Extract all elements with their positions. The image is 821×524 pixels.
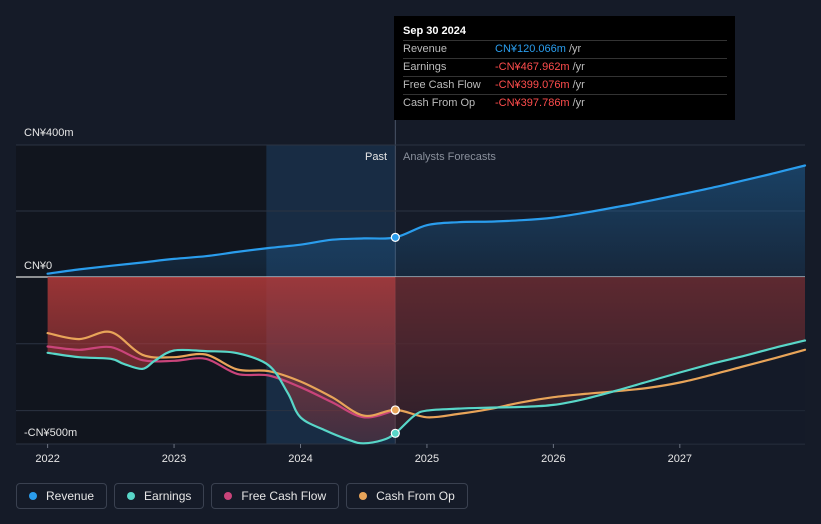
series-line-free-cash-flow	[46, 345, 397, 419]
tooltip-value: -CN¥399.076m	[495, 79, 570, 91]
legend-item-cash-from-op[interactable]: Cash From Op	[346, 483, 468, 509]
tooltip-row-cash-from-op: Cash From Op -CN¥397.786m /yr	[403, 95, 727, 112]
legend-dot-icon	[359, 492, 368, 500]
tooltip-unit: /yr	[572, 79, 585, 91]
legend-label: Revenue	[46, 489, 95, 503]
tooltip-label: Earnings	[403, 61, 447, 73]
marker-revenue	[390, 232, 400, 242]
series-line-earnings	[46, 339, 807, 445]
tooltip-row-revenue: Revenue CN¥120.066m /yr	[403, 41, 727, 59]
tooltip-label: Free Cash Flow	[403, 79, 481, 91]
past-label: Past	[365, 151, 387, 163]
x-tick-label: 2027	[668, 453, 692, 465]
tooltip-value: -CN¥397.786m	[495, 97, 570, 109]
tooltip-row-free-cash-flow: Free Cash Flow -CN¥399.076m /yr	[403, 77, 727, 95]
tooltip-label: Cash From Op	[403, 97, 476, 109]
tooltip-date: Sep 30 2024	[403, 24, 727, 41]
legend-dot-icon	[29, 492, 37, 500]
tooltip-value: -CN¥467.962m	[495, 61, 570, 73]
x-tick-label: 2025	[415, 453, 439, 465]
legend-dot-icon	[127, 492, 136, 500]
legend-label: Free Cash Flow	[241, 489, 327, 503]
tooltip-unit: /yr	[568, 43, 582, 55]
x-tick-label: 2022	[35, 453, 59, 465]
tooltip-unit: /yr	[572, 61, 585, 73]
x-tick-label: 2024	[288, 453, 312, 465]
y-tick-label-top: CN¥400m	[24, 127, 74, 139]
legend-label: Earnings	[144, 489, 192, 503]
forecast-label: Analysts Forecasts	[403, 151, 496, 163]
tooltip-unit: /yr	[572, 97, 585, 109]
marker-earnings	[390, 428, 400, 438]
legend-item-free-cash-flow[interactable]: Free Cash Flow	[211, 483, 340, 509]
series-line-revenue	[46, 164, 807, 275]
legend: Revenue Earnings Free Cash Flow Cash Fro…	[16, 483, 468, 509]
y-tick-label-bottom: -CN¥500m	[24, 427, 77, 439]
revenue-area	[47, 165, 806, 277]
tooltip-row-earnings: Earnings -CN¥467.962m /yr	[403, 59, 727, 77]
legend-label: Cash From Op	[376, 489, 455, 503]
y-tick-label-zero: CN¥0	[24, 260, 52, 272]
series-line-cash-from-op	[46, 330, 807, 419]
marker-cash-from-op	[390, 405, 400, 415]
tooltip-label: Revenue	[403, 43, 448, 55]
x-tick-label: 2026	[541, 453, 565, 465]
tooltip-value: CN¥120.066m	[495, 43, 566, 55]
legend-dot-icon	[224, 492, 233, 500]
legend-item-earnings[interactable]: Earnings	[114, 483, 205, 509]
x-tick-label: 2023	[162, 453, 186, 465]
tooltip: Sep 30 2024 Revenue CN¥120.066m /yr Earn…	[394, 16, 735, 120]
forecast-shade	[395, 277, 805, 444]
legend-item-revenue[interactable]: Revenue	[16, 483, 108, 509]
earnings-area	[47, 277, 806, 444]
